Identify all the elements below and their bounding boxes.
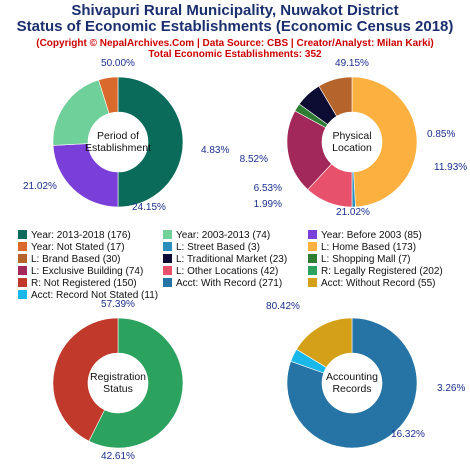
legend-swatch [18, 230, 27, 239]
legend-label: Acct: Record Not Stated (11) [31, 290, 159, 301]
physical-location-percent-label: 11.93% [434, 162, 467, 173]
legend-item: Year: Before 2003 (85) [308, 230, 422, 241]
legend-swatch [163, 266, 172, 275]
accounting-records-center-label: Accounting [326, 371, 378, 383]
physical-location-center-label: Location [332, 142, 372, 154]
chart-title-line2: Status of Economic Establishments (Econo… [16, 18, 454, 35]
physical-location-center-label: Physical [332, 130, 371, 142]
legend-label: Year: Before 2003 (85) [321, 230, 422, 241]
legend-label: Acct: With Record (271) [176, 278, 283, 289]
legend-item: L: Home Based (173) [308, 242, 416, 253]
legend-swatch [308, 254, 317, 263]
accounting-records-percent-label: 3.26% [437, 383, 465, 394]
legend-item: L: Other Locations (42) [163, 266, 278, 277]
legend-swatch [163, 230, 172, 239]
period-of-establishment-center [88, 112, 148, 172]
registration-status-center-label: Registration [90, 371, 146, 383]
legend-item: L: Traditional Market (23) [163, 254, 287, 265]
period-of-establishment-percent-label: 4.83% [201, 145, 229, 156]
period-of-establishment-center-label: Establishment [85, 142, 151, 154]
registration-status-percent-label: 42.61% [101, 451, 135, 462]
physical-location-center [322, 112, 382, 172]
legend-item: Year: 2003-2013 (74) [163, 230, 270, 241]
accounting-records-center-label: Records [332, 383, 371, 395]
legend-label: R: Legally Registered (202) [321, 266, 443, 277]
copyright-credit: (Copyright © NepalArchives.Com | Data So… [36, 38, 434, 49]
legend-item: Acct: Record Not Stated (11) [18, 290, 158, 301]
registration-status-center-label: Status [103, 383, 133, 395]
legend-swatch [18, 266, 27, 275]
legend-swatch [308, 266, 317, 275]
legend-swatch [18, 254, 27, 263]
legend-item: Year: 2013-2018 (176) [18, 230, 131, 241]
legend-swatch [18, 242, 27, 251]
legend-item: L: Brand Based (30) [18, 254, 121, 265]
legend-label: L: Traditional Market (23) [176, 254, 288, 265]
legend-item: Year: Not Stated (17) [18, 242, 125, 253]
period-of-establishment-percent-label: 21.02% [23, 181, 57, 192]
legend-label: L: Exclusive Building (74) [31, 266, 144, 277]
registration-status-center [88, 353, 148, 413]
legend-item: R: Legally Registered (202) [308, 266, 443, 277]
legend-swatch [18, 278, 27, 287]
legend-item: L: Shopping Mall (7) [308, 254, 411, 265]
physical-location-percent-label: 21.02% [336, 207, 370, 218]
legend-label: L: Home Based (173) [321, 242, 417, 253]
legend-item: L: Exclusive Building (74) [18, 266, 143, 277]
legend-label: Year: 2013-2018 (176) [31, 230, 131, 241]
legend-label: L: Street Based (3) [176, 242, 260, 253]
accounting-records-percent-label: 80.42% [266, 301, 300, 312]
physical-location-percent-label: 6.53% [254, 183, 282, 194]
physical-location-percent-label: 8.52% [240, 154, 268, 165]
legend-item: R: Not Registered (150) [18, 278, 137, 289]
period-of-establishment-center-label: Period of [97, 130, 139, 142]
legend-swatch [163, 242, 172, 251]
legend-label: Year: Not Stated (17) [31, 242, 125, 253]
chart-title-line1: Shivapuri Rural Municipality, Nuwakot Di… [71, 2, 399, 19]
legend-swatch [163, 278, 172, 287]
legend-swatch [308, 242, 317, 251]
legend-swatch [308, 278, 317, 287]
legend-item: Acct: With Record (271) [163, 278, 282, 289]
legend-label: Acct: Without Record (55) [321, 278, 436, 289]
period-of-establishment-percent-label: 24.15% [132, 202, 166, 213]
total-establishments: Total Economic Establishments: 352 [148, 49, 322, 60]
period-of-establishment-percent-label: 50.00% [101, 58, 135, 69]
legend-swatch [308, 230, 317, 239]
legend-item: L: Street Based (3) [163, 242, 260, 253]
legend-label: Year: 2003-2013 (74) [176, 230, 271, 241]
legend-label: L: Other Locations (42) [176, 266, 279, 277]
registration-status-percent-label: 57.39% [101, 299, 135, 310]
legend-swatch [18, 290, 27, 299]
legend-label: L: Shopping Mall (7) [321, 254, 411, 265]
physical-location-percent-label: 1.99% [254, 199, 282, 210]
legend-label: R: Not Registered (150) [31, 278, 137, 289]
legend-item: Acct: Without Record (55) [308, 278, 435, 289]
legend-label: L: Brand Based (30) [31, 254, 121, 265]
accounting-records-percent-label: 16.32% [391, 429, 425, 440]
accounting-records-center [322, 353, 382, 413]
physical-location-percent-label: 0.85% [427, 129, 455, 140]
physical-location-percent-label: 49.15% [335, 58, 369, 69]
legend-swatch [163, 254, 172, 263]
